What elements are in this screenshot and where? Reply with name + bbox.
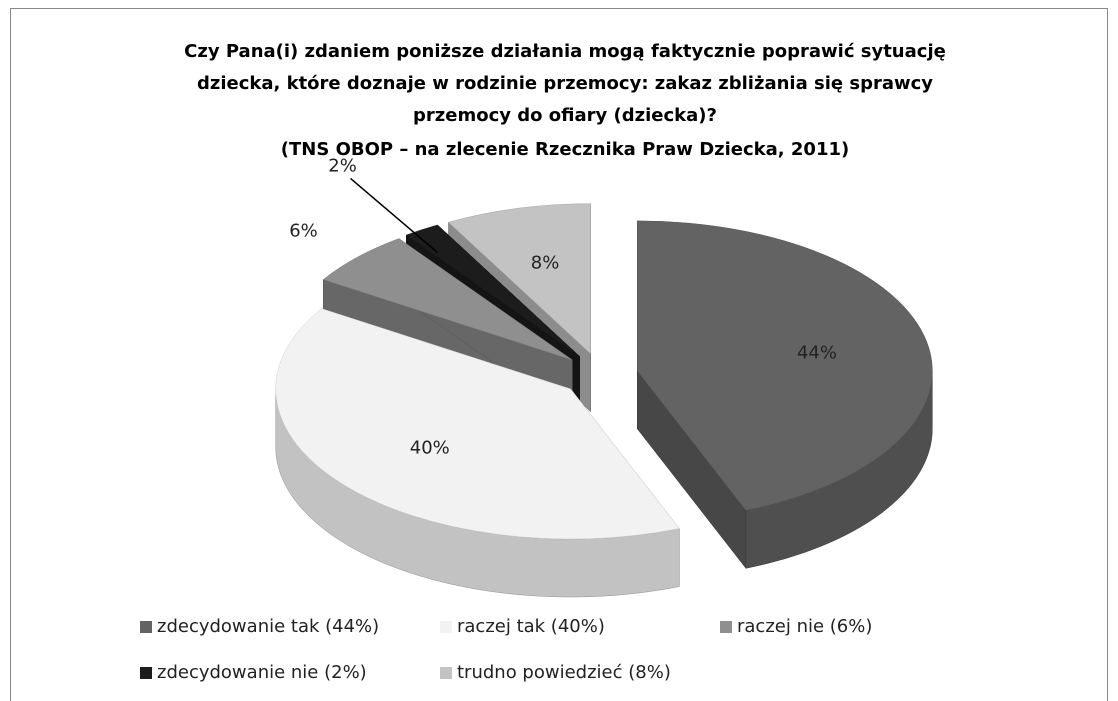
slice <box>637 220 933 511</box>
legend-label: zdecydowanie nie (2%) <box>157 662 367 683</box>
legend-label: zdecydowanie tak (44%) <box>157 616 379 637</box>
slice <box>405 224 580 357</box>
legend-label: raczej nie (6%) <box>737 616 872 637</box>
data-label: 2% <box>328 155 357 176</box>
data-label: 6% <box>289 221 318 242</box>
legend-swatch <box>140 621 152 633</box>
legend-swatch <box>440 667 452 679</box>
chart-title: Czy Pana(i) zdaniem poniższe działania m… <box>184 41 946 62</box>
data-label: 8% <box>531 253 560 274</box>
data-label: 40% <box>410 437 450 458</box>
legend-swatch <box>720 621 732 633</box>
chart-title: przemocy do ofiary (dziecka)? <box>413 105 717 126</box>
slice <box>447 203 591 355</box>
chart-title: dziecka, które doznaje w rodzinie przemo… <box>197 73 933 94</box>
slice <box>275 308 680 540</box>
leader-line <box>350 177 438 254</box>
data-label: 44% <box>797 342 837 363</box>
chart-subtitle: (TNS OBOP – na zlecenie Rzecznika Praw D… <box>281 139 849 160</box>
legend-label: trudno powiedzieć (8%) <box>457 662 671 683</box>
legend-swatch <box>440 621 452 633</box>
legend-swatch <box>140 667 152 679</box>
slice <box>322 238 573 361</box>
legend-label: raczej tak (40%) <box>457 616 605 637</box>
